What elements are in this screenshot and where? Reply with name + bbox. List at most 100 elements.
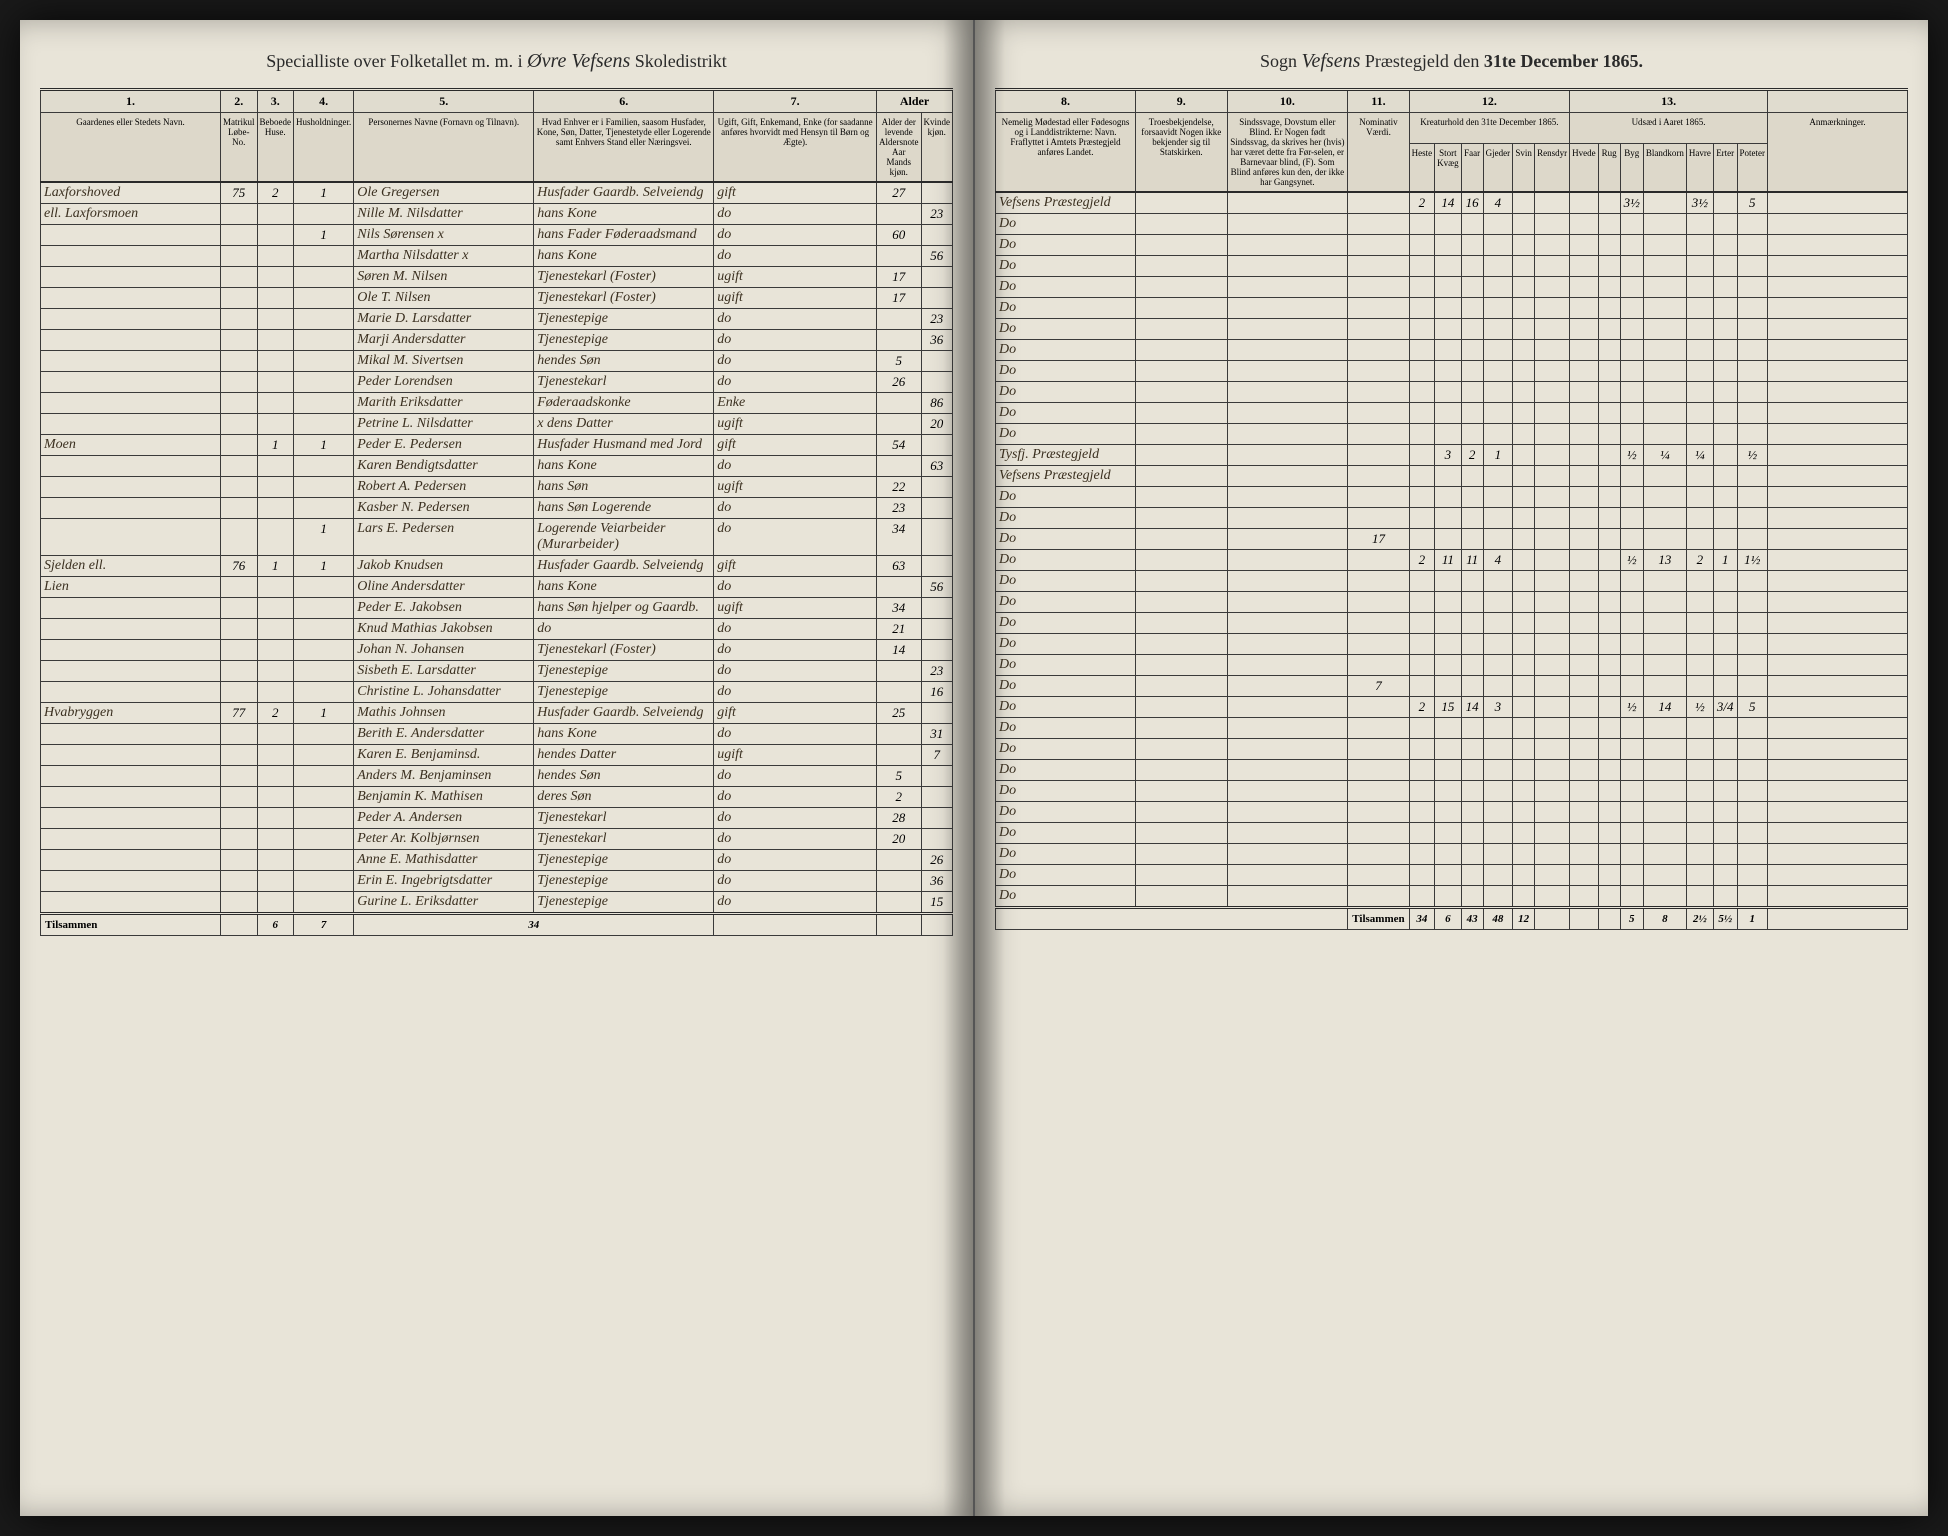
cell-disability [1227,760,1348,781]
cell-livestock [1535,592,1570,613]
hdr-religion: Troesbekjendelse, forsaavidt Nogen ikke … [1136,113,1228,193]
hdr-crop-sub: Havre [1686,144,1713,192]
cell-livestock [1409,571,1435,592]
cell-livestock [1513,466,1535,487]
cell-hh [294,204,354,225]
cell-crop [1570,487,1599,508]
cell-status: ugift [714,414,877,435]
cell-livestock [1483,739,1513,760]
cell-crop: 13 [1643,550,1686,571]
cell-crop [1598,613,1620,634]
cell-religion [1136,382,1228,403]
cell-livestock [1461,802,1483,823]
cell-disability [1227,613,1348,634]
cell-c11 [1348,192,1409,214]
cell-livestock [1513,613,1535,634]
cell-mat [221,598,258,619]
cell-hus [257,330,294,351]
cell-crop [1643,802,1686,823]
cell-farm [41,372,221,393]
cell-crop [1620,382,1643,403]
cell-name: Marie D. Larsdatter [354,309,534,330]
cell-livestock [1513,487,1535,508]
cell-crop [1713,823,1737,844]
cell-crop: 3/4 [1713,697,1737,718]
hdr-crop-sub: Hvede [1570,144,1599,192]
cell-mat [221,351,258,372]
cell-livestock [1513,571,1535,592]
cell-livestock [1483,886,1513,908]
cell-hus [257,372,294,393]
cell-age-m: 17 [877,288,921,309]
cell-crop [1598,760,1620,781]
cell-crop [1737,340,1768,361]
cell-farm [41,246,221,267]
cell-name: Peder E. Jakobsen [354,598,534,619]
table-row: Karen E. Benjaminsd.hendes Datterugift7 [41,745,953,766]
table-row: Sjelden ell.7611Jakob KnudsenHusfader Ga… [41,556,953,577]
cell-livestock [1483,571,1513,592]
table-row: Do [996,403,1908,424]
cell-crop [1620,403,1643,424]
cell-status: do [714,372,877,393]
cell-livestock [1513,886,1535,908]
footer-livestock-sum: 34 [1409,908,1435,930]
page-number: 34 [354,914,714,936]
cell-crop [1598,382,1620,403]
cell-livestock [1461,298,1483,319]
cell-relation: Husfader Gaardb. Selveiendg [534,703,714,724]
col-10: 10. [1227,90,1348,113]
cell-name: Karen E. Benjaminsd. [354,745,534,766]
cell-birth: Do [996,340,1136,361]
cell-crop [1598,256,1620,277]
cell-crop [1737,214,1768,235]
cell-disability [1227,192,1348,214]
cell-crop [1643,192,1686,214]
cell-crop [1686,361,1713,382]
cell-crop [1713,214,1737,235]
table-row: Knud Mathias Jakobsendodo21 [41,619,953,640]
cell-remarks [1768,739,1908,760]
cell-hh [294,787,354,808]
table-row: Do [996,256,1908,277]
cell-status: do [714,330,877,351]
cell-c11 [1348,361,1409,382]
cell-birth: Do [996,739,1136,760]
cell-crop [1713,382,1737,403]
cell-livestock: 3 [1483,697,1513,718]
cell-crop [1620,802,1643,823]
cell-age-f: 23 [921,309,953,330]
cell-religion [1136,487,1228,508]
table-row: Do [996,844,1908,865]
hdr-value: Nominativ Værdi. [1348,113,1409,193]
cell-relation: Tjenestekarl (Foster) [534,267,714,288]
cell-livestock [1409,802,1435,823]
cell-religion [1136,760,1228,781]
hdr-crop-sub: Blandkorn [1643,144,1686,192]
cell-c11 [1348,214,1409,235]
cell-crop [1686,655,1713,676]
cell-age-m: 22 [877,477,921,498]
cell-mat [221,393,258,414]
table-row: Petrine L. Nilsdatterx dens Datterugift2… [41,414,953,435]
cell-crop [1620,760,1643,781]
cell-hus [257,640,294,661]
cell-remarks [1768,886,1908,908]
cell-birth: Do [996,781,1136,802]
cell-disability [1227,235,1348,256]
cell-religion [1136,613,1228,634]
cell-livestock [1435,634,1462,655]
right-table: 8. 9. 10. 11. 12. 13. Nemelig Mødestad e… [995,88,1908,930]
hdr-households: Husholdninger. [294,113,354,183]
footer-label-right: Tilsammen [1348,908,1409,930]
cell-crop [1643,340,1686,361]
footer-livestock-sum: 48 [1483,908,1513,930]
cell-name: Anne E. Mathisdatter [354,850,534,871]
cell-status: do [714,850,877,871]
cell-farm [41,393,221,414]
footer-crop-sum: 5½ [1713,908,1737,930]
cell-remarks [1768,487,1908,508]
cell-age-m: 5 [877,766,921,787]
cell-livestock [1513,550,1535,571]
cell-livestock [1409,508,1435,529]
